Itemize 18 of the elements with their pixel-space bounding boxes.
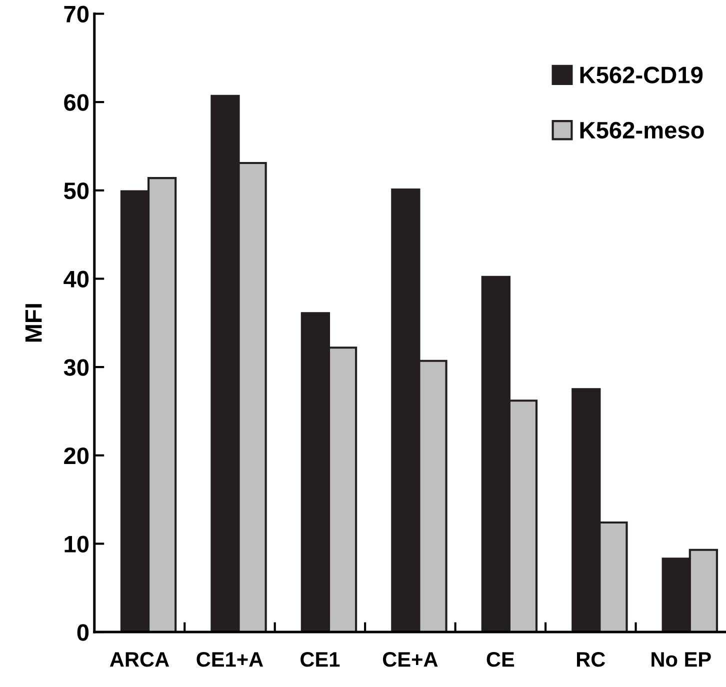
x-tick-label: ARCA xyxy=(110,652,170,667)
y-tick-label: 0 xyxy=(77,624,89,641)
legend-label: K562-CD19 xyxy=(580,66,703,84)
y-tick-label: 70 xyxy=(64,6,89,23)
x-tick-label: CE1+A xyxy=(196,652,264,667)
x-tick-label: CE xyxy=(486,652,514,667)
y-tick-label: 40 xyxy=(64,270,89,288)
x-tick-label: No EP xyxy=(652,652,711,667)
x-tick-label: CE+A xyxy=(382,652,438,667)
y-tick-label: 60 xyxy=(64,94,89,111)
y-tick-label: 10 xyxy=(64,536,89,552)
y-axis-title: MFI xyxy=(25,304,42,342)
y-tick-label: 20 xyxy=(64,447,89,464)
y-tick-label: 30 xyxy=(64,359,89,376)
y-tick-label: 50 xyxy=(64,182,89,200)
x-tick-label: CE1 xyxy=(300,652,340,667)
legend-label: K562-meso xyxy=(580,122,704,139)
x-tick-label: RC xyxy=(577,652,606,667)
